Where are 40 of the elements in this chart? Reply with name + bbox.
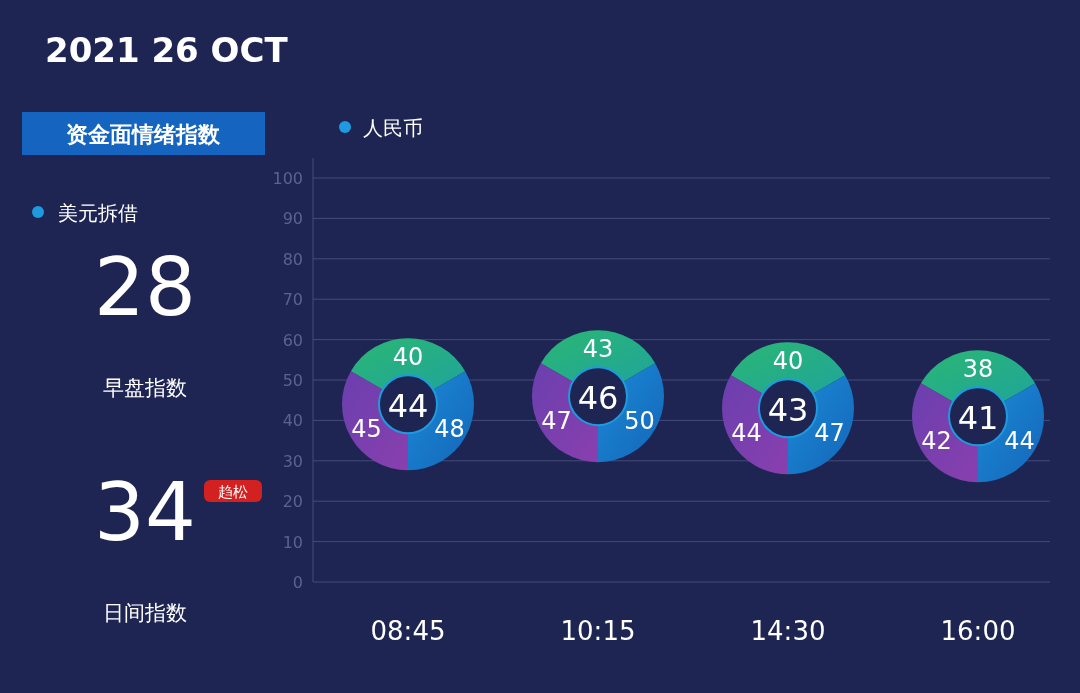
data-label: 46 — [577, 379, 619, 418]
data-label: 44 — [387, 387, 429, 426]
y-tick-label: 0 — [292, 573, 303, 592]
y-tick-label: 30 — [282, 451, 303, 471]
text: 资金面情绪指数 — [66, 122, 221, 147]
data-label: 34 — [94, 466, 196, 559]
y-tick-label: 20 — [282, 492, 303, 512]
x-tick-label: 16:00 — [940, 616, 1016, 646]
y-tick-label: 10 — [282, 532, 303, 552]
text: 2021 26 OCT — [45, 30, 289, 70]
annotation: 44 — [1004, 427, 1035, 456]
annotation: 38 — [962, 355, 994, 384]
data-label: 43 — [767, 391, 809, 430]
annotation: 47 — [814, 419, 845, 448]
x-tick-label: 10:15 — [560, 616, 636, 646]
category-label: 日间指数 — [103, 601, 187, 625]
legend-label: 人民币 — [363, 116, 423, 140]
annotation: 40 — [392, 343, 424, 372]
y-tick-label: 70 — [282, 290, 303, 310]
annotation: 44 — [731, 419, 762, 448]
annotation: 43 — [582, 335, 614, 364]
data-label: 28 — [94, 241, 196, 334]
y-tick-label: 50 — [282, 371, 303, 390]
annotation: 47 — [541, 407, 572, 436]
y-tick-label: 40 — [282, 411, 303, 431]
category-label: 早盘指数 — [103, 376, 187, 400]
annotation: 48 — [434, 415, 465, 444]
y-tick-label: 90 — [282, 209, 303, 229]
y-tick-label: 100 — [272, 169, 303, 188]
text: 趋松 — [218, 483, 248, 501]
annotation: 42 — [921, 427, 952, 456]
y-tick-label: 80 — [282, 249, 303, 269]
data-label: 41 — [957, 399, 999, 438]
legend-title: 美元拆借 — [58, 201, 138, 225]
y-tick-label: 60 — [282, 330, 303, 350]
x-tick-label: 14:30 — [750, 616, 826, 646]
x-tick-label: 08:45 — [370, 616, 446, 646]
annotation: 45 — [351, 415, 382, 444]
annotation: 50 — [624, 407, 655, 436]
annotation: 40 — [772, 347, 804, 376]
